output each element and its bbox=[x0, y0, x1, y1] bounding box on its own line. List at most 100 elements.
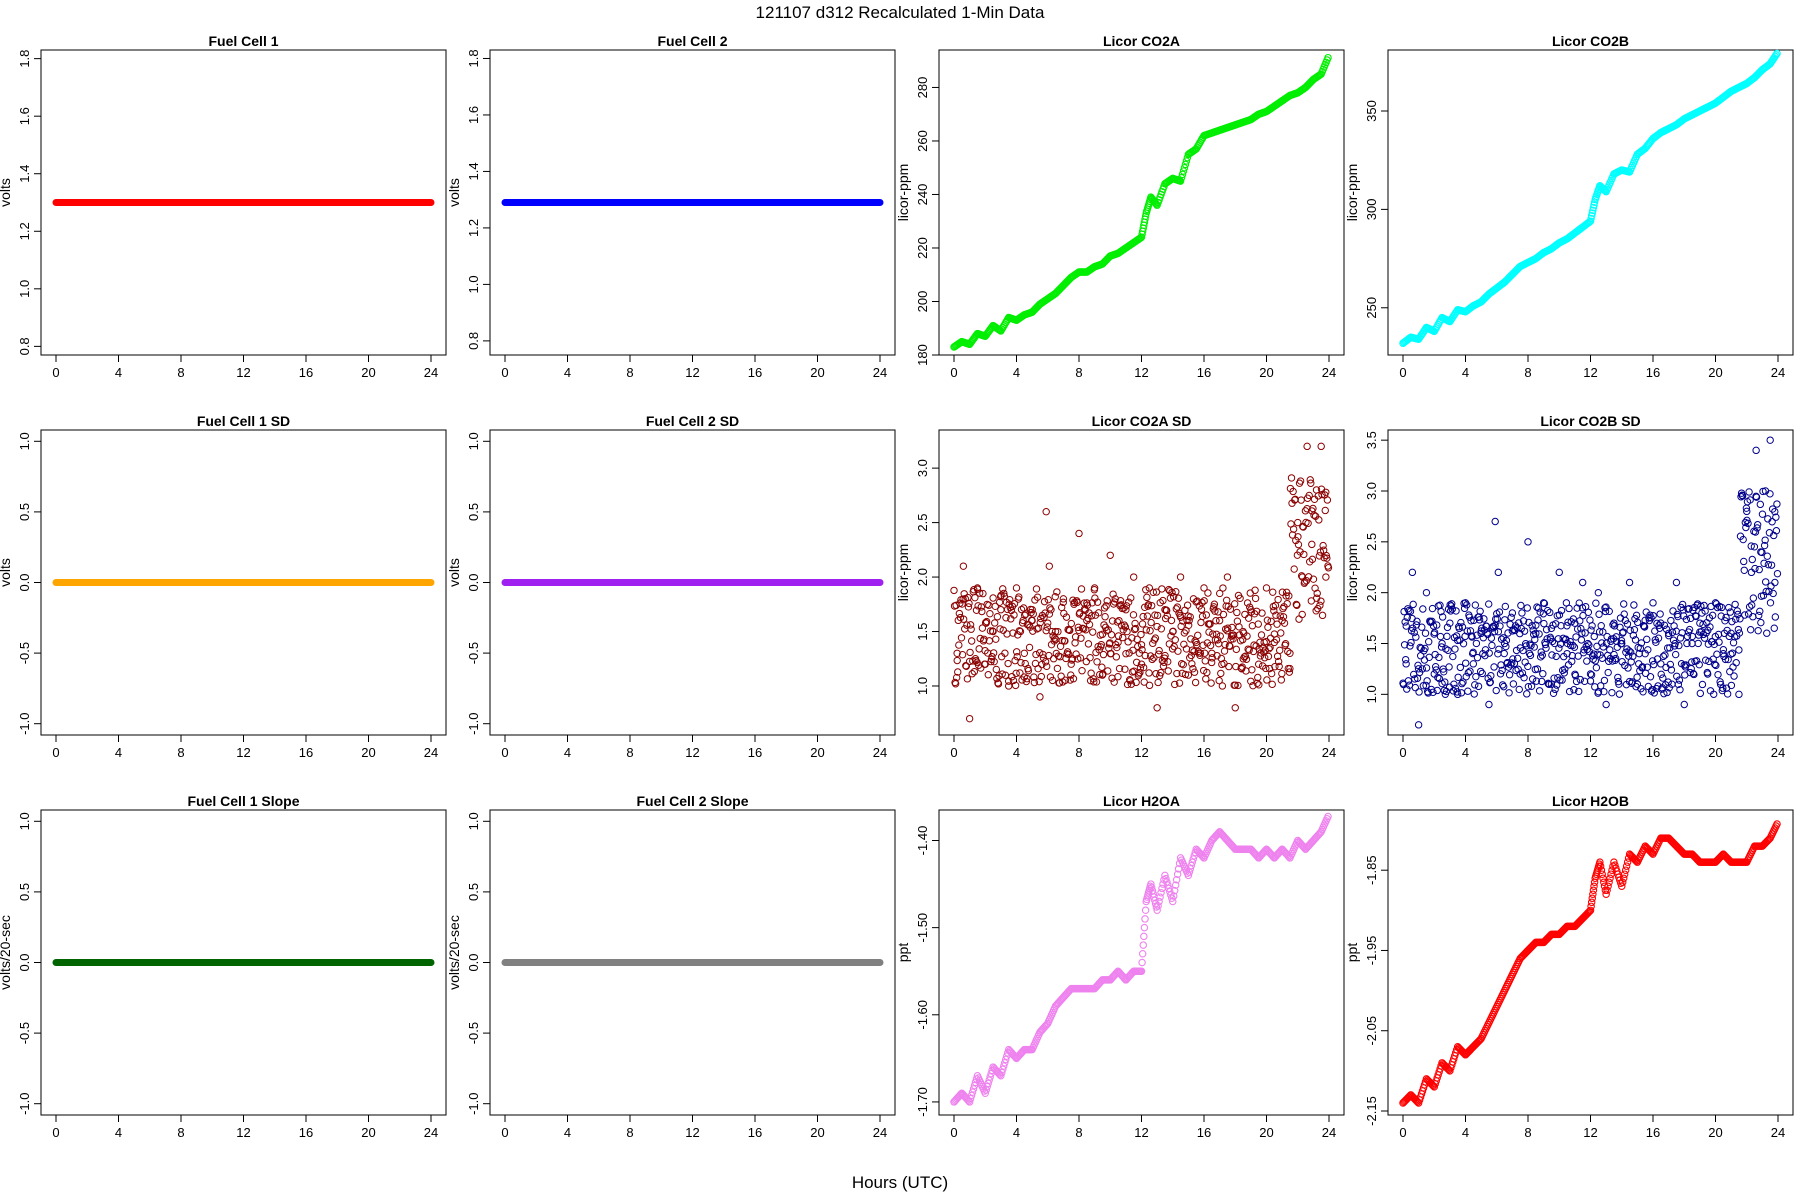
data-point bbox=[1475, 616, 1484, 624]
data-point bbox=[1122, 606, 1130, 614]
figure-x-axis-label: Hours (UTC) bbox=[852, 1173, 948, 1192]
data-point bbox=[1415, 688, 1423, 696]
data-point bbox=[1771, 507, 1779, 516]
data-point bbox=[1302, 577, 1311, 585]
y-tick-label: 1.5 bbox=[915, 622, 930, 640]
y-tick-label: -0.5 bbox=[17, 642, 32, 664]
data-point bbox=[1159, 662, 1168, 670]
data-point bbox=[1764, 560, 1773, 569]
data-point bbox=[1263, 616, 1272, 624]
data-point bbox=[1524, 682, 1533, 691]
y-tick-label: 280 bbox=[915, 77, 930, 99]
data-point bbox=[1523, 604, 1531, 612]
data-point bbox=[1029, 627, 1037, 635]
data-point bbox=[1761, 536, 1769, 544]
data-point bbox=[1452, 607, 1460, 615]
data-point bbox=[1633, 673, 1641, 681]
data-point bbox=[1618, 878, 1627, 886]
data-point bbox=[1590, 201, 1598, 209]
data-point bbox=[1264, 652, 1273, 661]
data-point bbox=[1120, 621, 1129, 629]
data-point bbox=[1140, 923, 1149, 932]
y-tick-label: 0.0 bbox=[17, 573, 32, 591]
data-point bbox=[1735, 629, 1744, 637]
data-point bbox=[1589, 206, 1597, 215]
data-point bbox=[1231, 600, 1239, 608]
data-point bbox=[967, 637, 976, 645]
data-point bbox=[1042, 662, 1051, 671]
data-point bbox=[1433, 621, 1441, 629]
data-point bbox=[965, 599, 973, 608]
data-point bbox=[1596, 682, 1605, 690]
data-point bbox=[1103, 597, 1111, 605]
data-point bbox=[1248, 666, 1256, 674]
x-tick-label: 20 bbox=[810, 365, 824, 380]
data-point bbox=[1548, 637, 1557, 646]
data-point bbox=[1203, 668, 1211, 677]
data-point bbox=[957, 634, 966, 642]
data-point bbox=[1706, 623, 1714, 631]
data-point bbox=[1653, 655, 1662, 663]
data-point bbox=[1721, 655, 1730, 664]
data-point bbox=[1278, 669, 1286, 678]
data-point bbox=[1667, 666, 1676, 674]
y-tick-label: 2.0 bbox=[1364, 584, 1379, 602]
data-point bbox=[1253, 679, 1261, 687]
data-point bbox=[1696, 619, 1704, 627]
data-point bbox=[1683, 639, 1691, 648]
data-point bbox=[1614, 677, 1623, 686]
data-point bbox=[1207, 679, 1215, 687]
data-point bbox=[1220, 659, 1228, 668]
series-licor-co2a-sd bbox=[950, 442, 1333, 723]
data-point bbox=[1628, 678, 1636, 686]
x-tick-label: 24 bbox=[1322, 365, 1336, 380]
data-point bbox=[1761, 578, 1770, 586]
y-tick-label: 1.5 bbox=[1364, 634, 1379, 652]
data-point bbox=[1069, 675, 1078, 683]
data-point bbox=[1010, 599, 1019, 608]
data-point bbox=[1003, 630, 1011, 638]
data-point bbox=[1075, 626, 1083, 635]
data-point bbox=[1032, 585, 1041, 593]
data-point bbox=[1021, 611, 1029, 619]
data-point bbox=[1137, 641, 1146, 649]
data-point bbox=[968, 1088, 977, 1096]
data-point bbox=[1238, 663, 1246, 671]
data-point bbox=[1197, 618, 1205, 627]
data-point bbox=[1718, 603, 1726, 612]
data-point bbox=[1472, 639, 1481, 648]
data-point bbox=[1660, 621, 1669, 630]
y-tick-label: 1.4 bbox=[17, 165, 32, 183]
data-point bbox=[1318, 611, 1327, 620]
data-point bbox=[1709, 655, 1717, 663]
data-point bbox=[1453, 688, 1461, 696]
panel-licor-co2b: Licor CO2B 0 4 8 12 16 20 24 250 300 350 licor-ppm bbox=[1344, 33, 1794, 380]
data-point bbox=[1144, 600, 1153, 609]
data-point bbox=[1244, 614, 1253, 622]
data-point bbox=[1217, 669, 1225, 678]
x-tick-label: 4 bbox=[1462, 745, 1469, 760]
data-point bbox=[1422, 588, 1431, 597]
data-point bbox=[1053, 664, 1062, 673]
data-point bbox=[1169, 892, 1178, 900]
y-tick-label: 0.8 bbox=[466, 332, 481, 350]
data-point bbox=[1189, 855, 1198, 863]
x-tick-label: 4 bbox=[564, 1125, 571, 1140]
x-tick-label: 16 bbox=[299, 365, 313, 380]
data-point bbox=[1117, 621, 1126, 630]
data-point bbox=[1210, 603, 1218, 611]
data-point bbox=[1446, 619, 1454, 627]
x-tick-label: 8 bbox=[177, 1125, 184, 1140]
data-point bbox=[1182, 157, 1191, 165]
data-point bbox=[977, 664, 985, 672]
data-point bbox=[1002, 614, 1010, 622]
data-point bbox=[1254, 673, 1262, 682]
series-licor-co2b bbox=[1399, 49, 1781, 347]
data-point bbox=[1147, 618, 1155, 627]
data-point bbox=[1044, 619, 1052, 627]
data-point bbox=[1508, 627, 1516, 635]
data-point bbox=[1471, 681, 1479, 689]
data-point bbox=[1505, 671, 1514, 679]
data-point bbox=[1626, 648, 1635, 656]
data-point bbox=[1123, 627, 1131, 636]
